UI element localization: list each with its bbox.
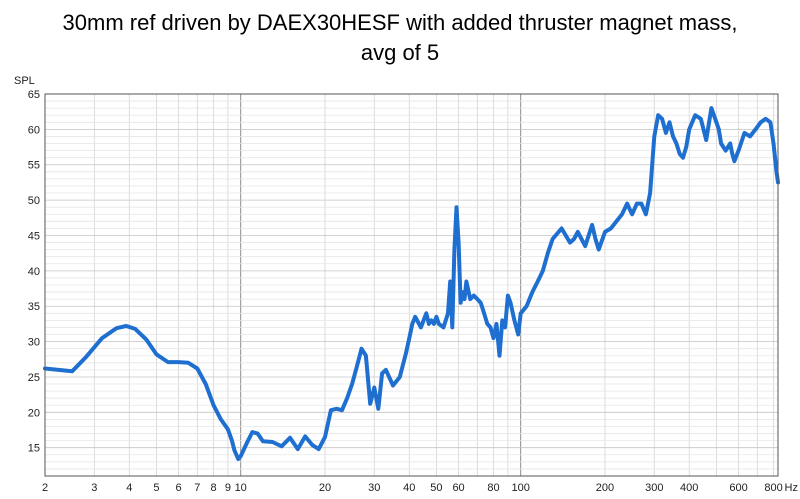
- x-tick-label: 30: [368, 482, 380, 494]
- series-line: [43, 106, 780, 461]
- x-tick-label: 7: [194, 482, 200, 494]
- x-tick-label: 100: [511, 482, 529, 494]
- chart-title-line-2: avg of 5: [360, 40, 440, 65]
- y-tick-label: 15: [28, 443, 40, 455]
- x-tick-label: 40: [403, 482, 415, 494]
- series-layer: [43, 106, 780, 461]
- grid-lines: [44, 93, 778, 477]
- y-tick-label: 20: [28, 407, 40, 419]
- y-tick-label: 30: [28, 337, 40, 349]
- y-tick-label: 45: [28, 230, 40, 242]
- x-tick-label: 2: [42, 482, 48, 494]
- y-tick-label: 40: [28, 266, 40, 278]
- chart-title: 30mm ref driven by DAEX30HESF with added…: [0, 8, 800, 68]
- x-tick-label: 80: [487, 482, 499, 494]
- y-tick-label: 35: [28, 301, 40, 313]
- x-tick-label: 200: [596, 482, 614, 494]
- x-axis-unit: Hz: [785, 482, 798, 494]
- chart-title-line-1: 30mm ref driven by DAEX30HESF with added…: [62, 10, 738, 35]
- x-tick-label: 400: [680, 482, 698, 494]
- y-axis-label: SPL: [14, 75, 35, 87]
- x-tick-label: 800: [764, 482, 782, 494]
- y-tick-label: 50: [28, 195, 40, 207]
- x-tick-label: 3: [91, 482, 97, 494]
- x-tick-label: 5: [153, 482, 159, 494]
- y-tick-label: 60: [28, 124, 40, 136]
- x-tick-label: 8: [211, 482, 217, 494]
- x-tick-label: 4: [126, 482, 132, 494]
- x-tick-label: 9: [225, 482, 231, 494]
- x-tick-label: 60: [452, 482, 464, 494]
- plot-frame: [44, 93, 779, 477]
- y-tick-label: 65: [28, 89, 40, 101]
- x-tick-label: 300: [645, 482, 663, 494]
- y-tick-label: 25: [28, 372, 40, 384]
- x-tick-label: 6: [176, 482, 182, 494]
- x-tick-label: 20: [319, 482, 331, 494]
- x-tick-label: 10: [235, 482, 247, 494]
- x-tick-label: 50: [430, 482, 442, 494]
- y-tick-label: 55: [28, 160, 40, 172]
- x-tick-label: 600: [729, 482, 747, 494]
